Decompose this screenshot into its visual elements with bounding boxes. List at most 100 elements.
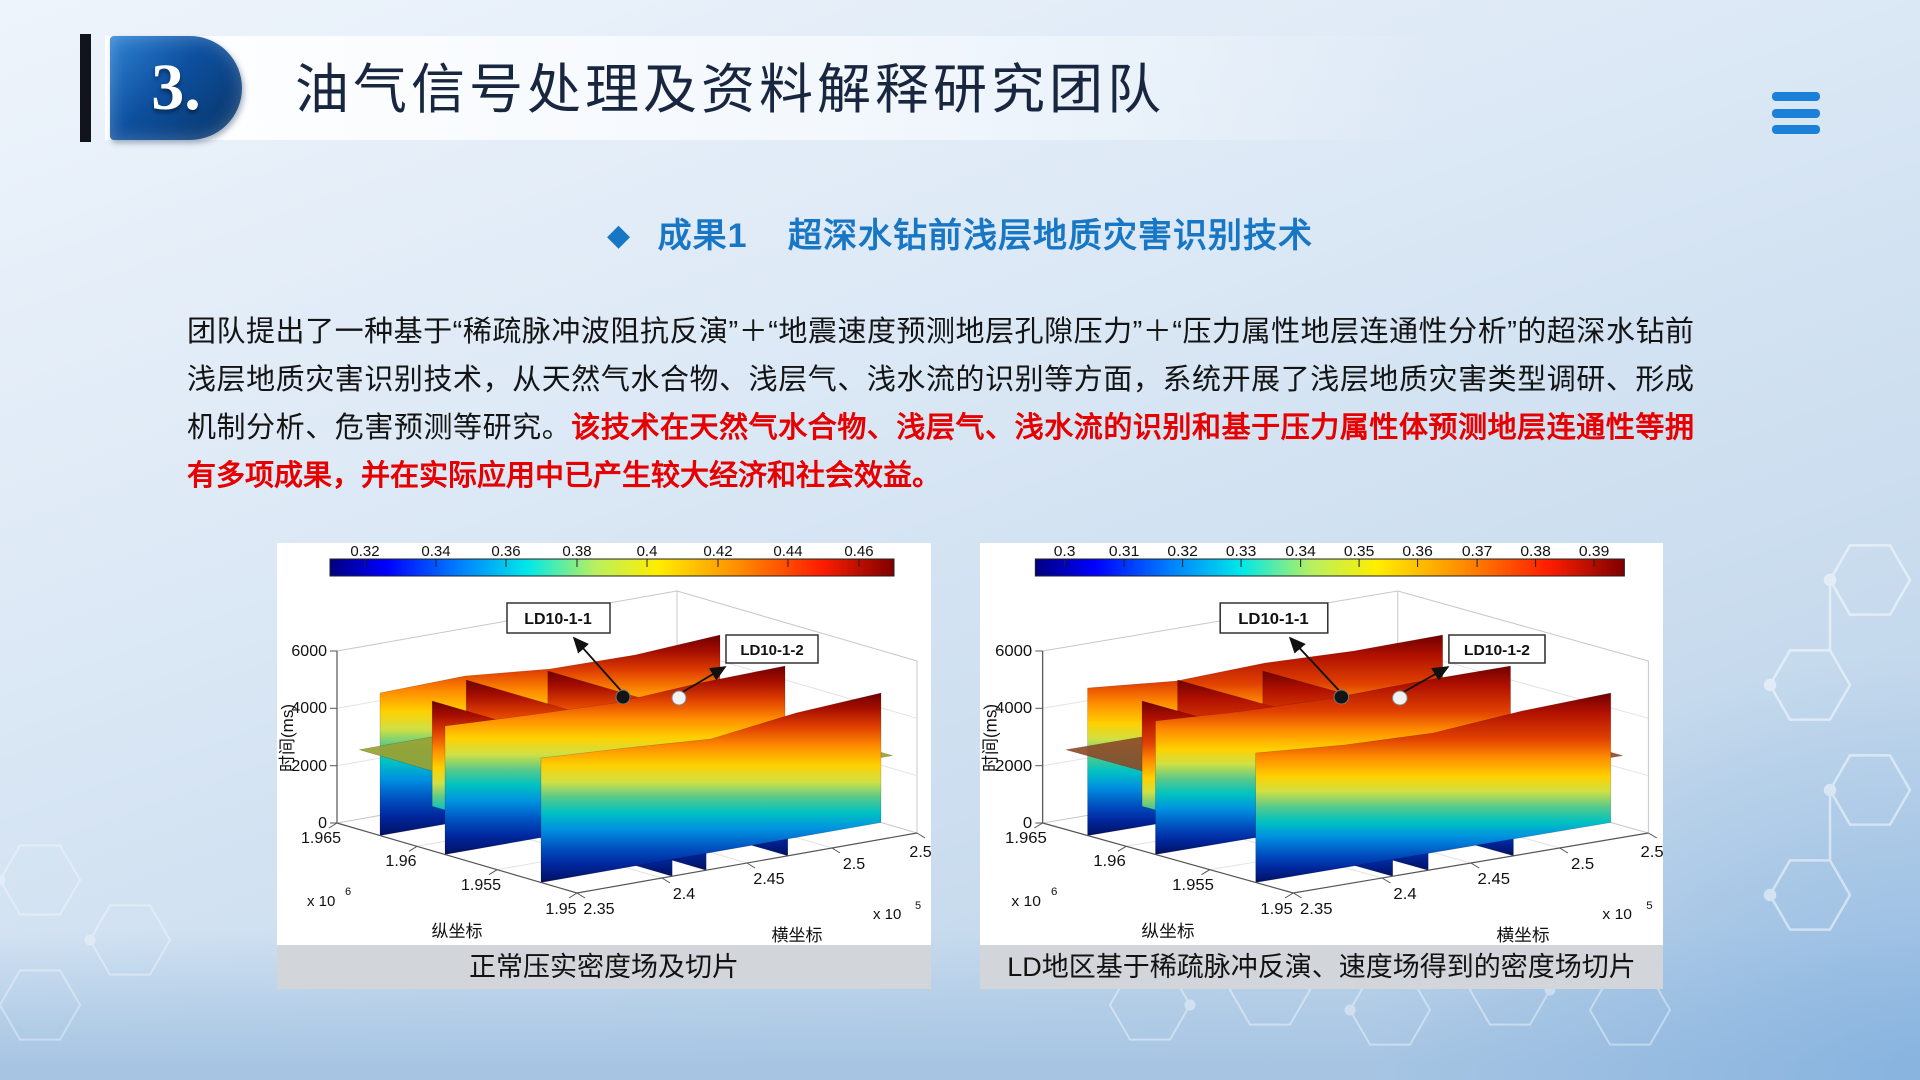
colorbar-tick-labels: 0.3 0.31 0.32 0.33 0.34 0.35 0.36 0.37 0… <box>1054 543 1610 560</box>
svg-text:0.44: 0.44 <box>773 543 802 560</box>
svg-text:1.965: 1.965 <box>1005 829 1047 847</box>
svg-text:x 10: x 10 <box>873 906 901 923</box>
svg-text:2.5: 2.5 <box>843 856 865 873</box>
svg-text:x 10: x 10 <box>1602 906 1632 923</box>
axes <box>1034 650 1658 899</box>
svg-text:0.34: 0.34 <box>1285 543 1316 560</box>
well-marker-white-dot <box>1391 690 1408 706</box>
svg-text:0.39: 0.39 <box>1579 543 1609 560</box>
menu-bar <box>1772 108 1820 118</box>
hexagon-pattern-right <box>1763 544 1912 931</box>
svg-text:2.4: 2.4 <box>673 886 695 903</box>
svg-text:0.34: 0.34 <box>421 543 450 560</box>
svg-text:x 10: x 10 <box>307 893 335 910</box>
svg-text:2.35: 2.35 <box>583 901 614 918</box>
svg-text:2.55: 2.55 <box>909 844 931 861</box>
figure-ld-area-density: 0.3 0.31 0.32 0.33 0.34 0.35 0.36 0.37 0… <box>980 543 1663 945</box>
z-axis-title: 时间(ms) <box>278 704 297 772</box>
diamond-bullet-icon: ◆ <box>607 219 632 252</box>
svg-text:0.37: 0.37 <box>1462 543 1492 560</box>
well-marker-black-dot <box>1333 689 1350 705</box>
svg-text:4000: 4000 <box>291 700 327 717</box>
slide-header: 3. 油气信号处理及资料解释研究团队 <box>105 36 1430 140</box>
section-number-badge: 3. <box>110 36 242 140</box>
svg-text:1.965: 1.965 <box>301 830 341 847</box>
achievement-subtitle: ◆ 成果1 超深水钻前浅层地质灾害识别技术 <box>0 208 1920 257</box>
svg-text:0.32: 0.32 <box>1167 543 1197 560</box>
svg-text:2.55: 2.55 <box>1640 843 1663 861</box>
well-marker-black-dot <box>615 689 631 705</box>
svg-text:0.33: 0.33 <box>1226 543 1256 560</box>
axis-labels: 6000 4000 2000 0 时间(ms) 1.965 1.96 1.955… <box>278 643 931 945</box>
svg-text:0.3: 0.3 <box>1054 543 1076 560</box>
section-number: 3. <box>151 51 201 124</box>
svg-text:2.45: 2.45 <box>1478 870 1510 888</box>
svg-text:0.36: 0.36 <box>1402 543 1432 560</box>
svg-text:0.35: 0.35 <box>1344 543 1374 560</box>
svg-text:2.4: 2.4 <box>1393 885 1416 903</box>
description-paragraph: 团队提出了一种基于“稀疏脉冲波阻抗反演”＋“地震速度预测地层孔隙压力”＋“压力属… <box>187 308 1694 500</box>
svg-text:0.38: 0.38 <box>562 543 591 560</box>
x-axis-title: 横坐标 <box>772 926 823 945</box>
page-title: 油气信号处理及资料解释研究团队 <box>295 60 1165 120</box>
x-axis-title: 横坐标 <box>1496 925 1549 945</box>
figure-normal-compaction-density: 0.32 0.34 0.36 0.38 0.4 0.42 0.44 0.46 <box>277 543 931 945</box>
figure-caption-right: LD地区基于稀疏脉冲反演、速度场得到的密度场切片 <box>980 945 1663 989</box>
achievement-title: 超深水钻前浅层地质灾害识别技术 <box>787 217 1313 255</box>
density-plot-left: 0.32 0.34 0.36 0.38 0.4 0.42 0.44 0.46 <box>278 543 931 945</box>
svg-text:5: 5 <box>915 900 921 912</box>
svg-text:2.35: 2.35 <box>1300 900 1332 918</box>
svg-text:0.46: 0.46 <box>844 543 873 560</box>
svg-text:6: 6 <box>345 886 351 898</box>
hexagon-pattern-left <box>0 844 172 1041</box>
density-slices <box>1065 634 1623 883</box>
svg-text:2.5: 2.5 <box>1571 855 1594 873</box>
well-marker-white-dot <box>671 690 687 706</box>
svg-text:0: 0 <box>1023 814 1032 832</box>
density-plot-right: 0.3 0.31 0.32 0.33 0.34 0.35 0.36 0.37 0… <box>980 543 1663 945</box>
svg-text:6: 6 <box>1051 886 1057 898</box>
hamburger-menu-icon[interactable] <box>1772 92 1820 134</box>
density-slices <box>359 634 893 883</box>
svg-text:6000: 6000 <box>291 643 327 660</box>
svg-text:4000: 4000 <box>995 699 1032 717</box>
svg-text:2000: 2000 <box>995 757 1032 775</box>
header-left-accent-bar <box>80 34 91 142</box>
svg-text:2000: 2000 <box>291 758 327 775</box>
y-axis-title: 纵坐标 <box>1141 921 1194 941</box>
svg-text:0: 0 <box>318 815 327 832</box>
menu-bar <box>1772 92 1820 101</box>
axis-labels: 6000 4000 2000 0 时间(ms) 1.965 1.96 1.955… <box>980 642 1663 945</box>
annotation-label: LD10-1-2 <box>1464 642 1530 659</box>
paragraph-highlight-text: 该技术在天然气水合物、浅层气、浅水流的识别和基于压力属性体预测地层连通性等拥有多… <box>187 412 1694 492</box>
svg-text:0.32: 0.32 <box>350 543 379 560</box>
menu-bar <box>1772 125 1820 134</box>
colorbar: 0.3 0.31 0.32 0.33 0.34 0.35 0.36 0.37 0… <box>1034 543 1625 577</box>
svg-text:0.36: 0.36 <box>491 543 520 560</box>
colorbar-tick-labels: 0.32 0.34 0.36 0.38 0.4 0.42 0.44 0.46 <box>350 543 873 560</box>
svg-text:1.95: 1.95 <box>545 901 576 918</box>
annotation-label: LD10-1-1 <box>1238 610 1309 628</box>
svg-text:x 10: x 10 <box>1011 893 1041 910</box>
annotation-label: LD10-1-2 <box>740 642 803 659</box>
paragraph-normal-text: 团队提出了一种基于“稀疏脉冲波阻抗反演”＋“地震速度预测地层孔隙压力”＋“压力属… <box>187 316 1694 444</box>
svg-text:1.955: 1.955 <box>1172 876 1214 894</box>
y-axis-title: 纵坐标 <box>432 922 483 941</box>
svg-text:0.31: 0.31 <box>1109 543 1139 560</box>
svg-text:1.95: 1.95 <box>1260 900 1292 918</box>
z-axis-title: 时间(ms) <box>980 704 1000 772</box>
annotation-label: LD10-1-1 <box>524 611 592 628</box>
colorbar: 0.32 0.34 0.36 0.38 0.4 0.42 0.44 0.46 <box>329 543 895 577</box>
well-annotations: LD10-1-1 LD10-1-2 <box>1219 602 1546 706</box>
achievement-label: 成果1 <box>657 217 748 255</box>
svg-text:1.96: 1.96 <box>385 853 416 870</box>
svg-text:0.38: 0.38 <box>1520 543 1550 560</box>
svg-text:6000: 6000 <box>995 642 1032 660</box>
svg-text:0.42: 0.42 <box>703 543 732 560</box>
axes <box>328 650 926 899</box>
svg-text:5: 5 <box>1646 900 1652 912</box>
svg-text:1.96: 1.96 <box>1093 852 1125 870</box>
svg-text:1.955: 1.955 <box>461 877 501 894</box>
figure-caption-left: 正常压实密度场及切片 <box>277 945 931 989</box>
svg-text:2.45: 2.45 <box>753 871 784 888</box>
